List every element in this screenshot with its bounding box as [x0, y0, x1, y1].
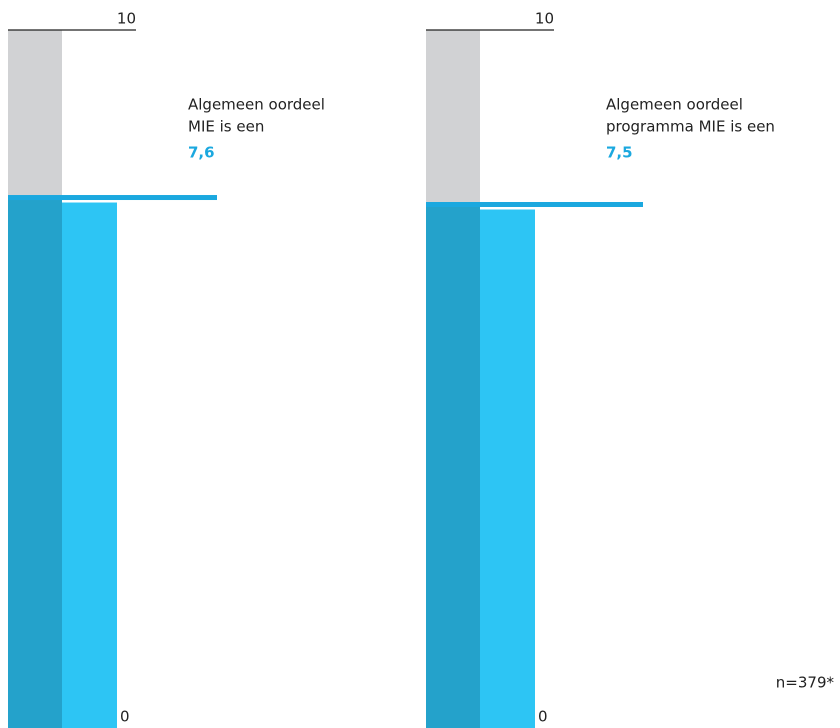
bar-light — [480, 209, 535, 728]
y-tick-label: 10 — [535, 10, 554, 28]
title-line: Algemeen oordeel — [188, 96, 325, 114]
bar-light — [62, 202, 117, 728]
value-label: 7,6 — [188, 144, 215, 162]
bar — [8, 197, 62, 728]
y-tick-label: 0 — [538, 708, 548, 726]
y-tick-label: 0 — [120, 708, 130, 726]
title-line: MIE is een — [188, 118, 264, 136]
value-marker — [8, 195, 217, 201]
footnote: n=379* — [776, 674, 835, 692]
bar — [426, 204, 480, 728]
title-line: programma MIE is een — [606, 118, 775, 136]
title-line: Algemeen oordeel — [606, 96, 743, 114]
value-label: 7,5 — [606, 144, 633, 162]
value-marker — [426, 202, 643, 207]
y-tick-label: 10 — [117, 10, 136, 28]
